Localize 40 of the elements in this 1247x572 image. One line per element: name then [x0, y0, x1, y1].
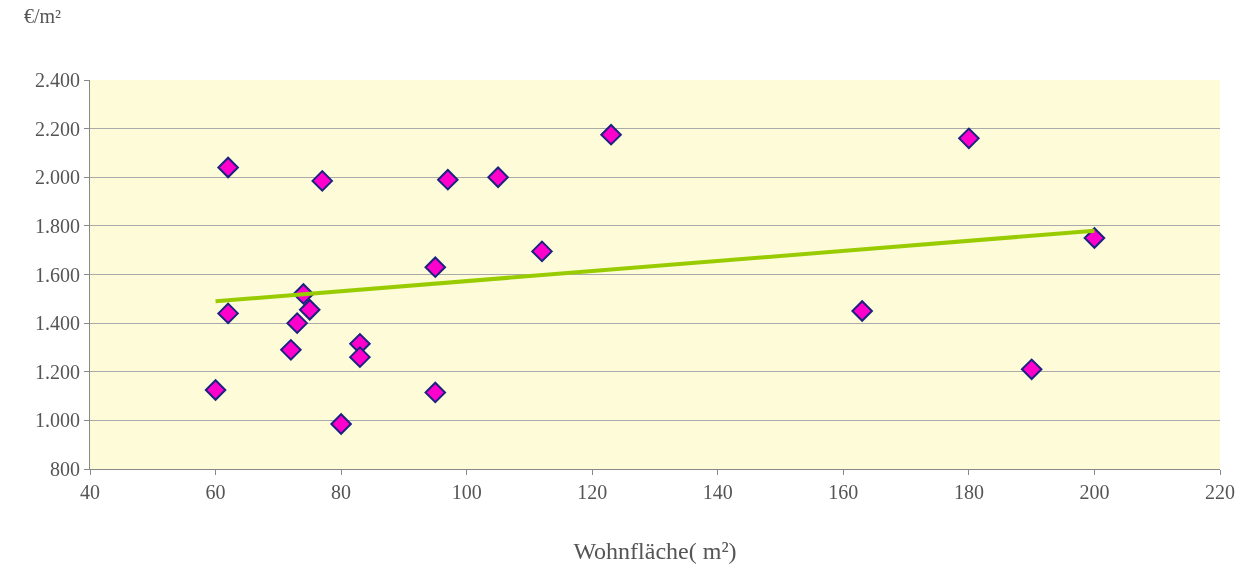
y-tick-label: 800 [50, 458, 80, 480]
point [424, 256, 447, 278]
x-tick-label: 80 [331, 481, 352, 503]
point [330, 413, 352, 435]
point [217, 156, 239, 179]
point [958, 127, 980, 150]
x-tick-label: 140 [702, 481, 733, 503]
x-tick-label: 180 [953, 481, 984, 503]
point [311, 170, 334, 192]
y-tick-label: 1.000 [35, 409, 80, 432]
x-tick-label: 60 [205, 481, 226, 503]
point [424, 381, 447, 404]
point [286, 312, 308, 334]
point [349, 346, 371, 368]
x-tick-label: 40 [80, 481, 100, 503]
point [851, 300, 873, 322]
point [600, 123, 622, 146]
x-tick-label: 220 [1205, 481, 1235, 503]
point [204, 379, 227, 401]
point [217, 302, 239, 325]
y-tick-label: 1.800 [35, 214, 80, 237]
point [280, 339, 302, 361]
point [1020, 358, 1043, 381]
x-axis-title: Wohnfläche( m²) [573, 538, 737, 565]
x-tick-label: 100 [451, 481, 482, 503]
y-tick-label: 2.400 [35, 69, 80, 91]
y-tick-label: 2.200 [35, 117, 80, 140]
point [298, 299, 321, 321]
y-tick-label: 2.000 [35, 166, 80, 189]
y-tick-label: 1.400 [35, 312, 80, 335]
x-tick-label: 120 [577, 481, 608, 503]
point [437, 168, 459, 191]
y-tick-label: 1.200 [35, 360, 80, 383]
x-tick-label: 160 [828, 481, 859, 503]
x-tick-label: 200 [1079, 481, 1110, 503]
point [1083, 227, 1106, 249]
point [487, 166, 509, 188]
point [531, 240, 553, 263]
y-tick-label: 1.600 [35, 263, 80, 286]
y-axis-title: €/m² [24, 5, 62, 27]
